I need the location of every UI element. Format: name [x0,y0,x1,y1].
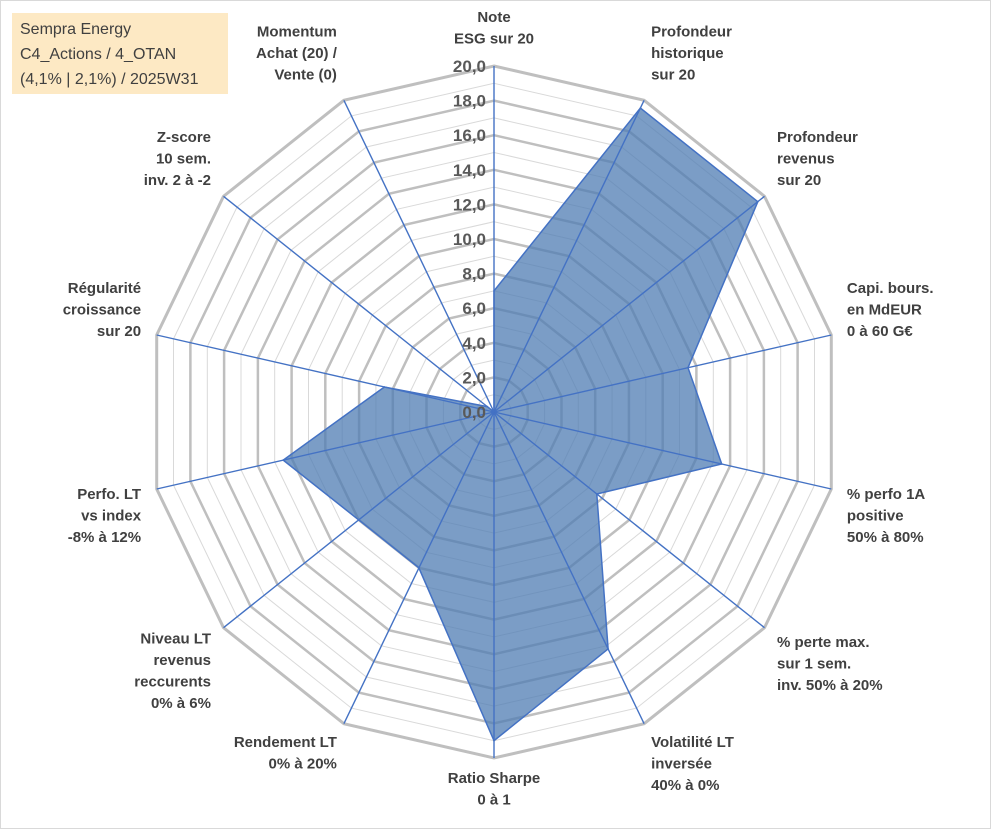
axis-label-13: Vente (0) [274,66,337,83]
tick-label: 6,0 [462,299,486,318]
axis-label-12: 10 sem. [156,151,211,168]
axis-label-5: sur 1 sem. [777,655,851,672]
tick-label: 4,0 [462,334,486,353]
axis-label-1: historique [651,45,724,62]
axis-spoke-2 [493,195,765,413]
axis-label-5: % perte max. [777,634,870,651]
tick-label: 0,0 [462,403,486,422]
axis-label-10: Perfo. LT [77,486,141,503]
axis-label-1: Profondeur [651,23,732,40]
axis-label-11: Régularité [68,280,141,297]
axis-label-9: Niveau LT [140,631,211,648]
tick-label: 8,0 [462,265,486,284]
tick-label: 18,0 [453,92,486,111]
axis-label-6: 40% à 0% [651,777,719,794]
axis-spoke-1 [493,99,645,413]
tick-label: 16,0 [453,126,486,145]
axis-label-9: revenus [153,652,211,669]
axis-label-7: Ratio Sharpe [448,770,541,787]
chart-title-box: Sempra Energy C4_Actions / 4_OTAN (4,1% … [12,13,228,94]
axis-spoke-6 [493,411,645,725]
axis-spokes [156,66,832,758]
axis-spoke-4 [493,411,832,490]
axis-spoke-10 [156,411,495,490]
axis-label-3: Capi. bours. [847,280,934,297]
axis-label-8: 0% à 20% [269,756,337,773]
title-line-company: Sempra Energy [20,21,132,38]
axis-label-6: inversée [651,756,712,773]
axis-label-2: revenus [777,151,835,168]
axis-label-11: croissance [63,301,141,318]
axis-labels: Note ESG sur 20 Profondeur historique sur 20… [63,9,934,809]
axis-label-0: Note [477,9,510,26]
axis-label-5: inv. 50% à 20% [777,677,883,694]
title-line-category: C4_Actions / 4_OTAN [20,46,177,63]
axis-spoke-13 [343,99,495,413]
axis-label-2: sur 20 [777,172,821,189]
axis-label-0: ESG sur 20 [454,31,534,48]
axis-label-11: sur 20 [97,323,141,340]
axis-label-9: reccurents [134,674,211,691]
axis-label-12: inv. 2 à -2 [144,172,211,189]
tick-label: 10,0 [453,230,486,249]
radial-tick-labels: 0,0 2,0 4,0 6,0 8,0 10,0 12,0 14,0 16,0 18,0 20,0 [453,57,486,422]
axis-label-2: Profondeur [777,129,858,146]
axis-label-1: sur 20 [651,66,695,83]
axis-label-10: vs index [81,508,142,525]
axis-label-6: Volatilité LT [651,734,734,751]
axis-label-10: -8% à 12% [68,529,141,546]
tick-label: 20,0 [453,57,486,76]
axis-label-3: 0 à 60 G€ [847,323,914,340]
axis-label-9: 0% à 6% [151,695,211,712]
axis-label-3: en MdEUR [847,301,922,318]
title-line-period: (4,1% | 2,1%) / 2025W31 [20,71,199,88]
axis-label-13: Achat (20) / [256,45,338,62]
tick-label: 2,0 [462,368,486,387]
axis-label-7: 0 à 1 [477,792,510,809]
axis-spoke-3 [493,334,832,413]
axis-label-4: 50% à 80% [847,529,924,546]
axis-spoke-5 [493,411,765,629]
axis-spoke-8 [343,411,495,725]
axis-label-4: positive [847,508,904,525]
axis-label-8: Rendement LT [234,734,337,751]
axis-label-12: Z-score [157,129,211,146]
tick-label: 14,0 [453,161,486,180]
axis-spoke-11 [156,334,495,413]
axis-spoke-9 [223,411,495,629]
axis-label-13: Momentum [257,23,337,40]
axis-label-4: % perfo 1A [847,486,926,503]
axis-spoke-12 [223,195,495,413]
tick-label: 12,0 [453,195,486,214]
